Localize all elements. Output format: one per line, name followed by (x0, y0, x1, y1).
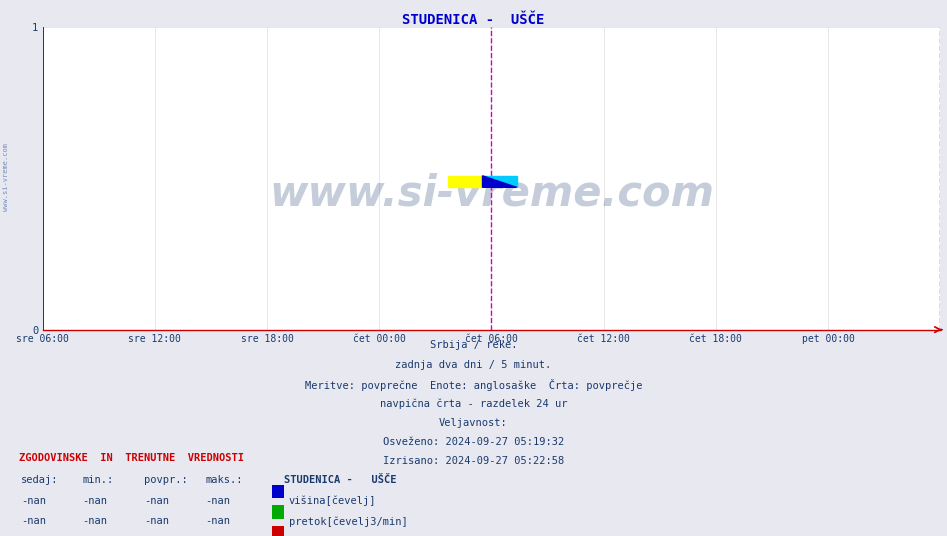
Bar (448, 176, 483, 187)
Text: ZGODOVINSKE  IN  TRENUTNE  VREDNOSTI: ZGODOVINSKE IN TRENUTNE VREDNOSTI (19, 453, 244, 463)
Text: Veljavnost:: Veljavnost: (439, 418, 508, 428)
Text: www.si-vreme.com: www.si-vreme.com (3, 143, 9, 211)
Text: -nan: -nan (205, 496, 230, 506)
Text: STUDENICA -  UŠČE: STUDENICA - UŠČE (402, 13, 545, 27)
Text: -nan: -nan (82, 516, 107, 526)
Text: pretok[čevelj3/min]: pretok[čevelj3/min] (289, 516, 407, 527)
Polygon shape (483, 176, 517, 187)
Text: -nan: -nan (205, 516, 230, 526)
Text: min.:: min.: (82, 475, 114, 486)
Text: -nan: -nan (144, 496, 169, 506)
Text: zadnja dva dni / 5 minut.: zadnja dva dni / 5 minut. (396, 360, 551, 370)
Text: navpična črta - razdelek 24 ur: navpična črta - razdelek 24 ur (380, 398, 567, 409)
Text: Osveženo: 2024-09-27 05:19:32: Osveženo: 2024-09-27 05:19:32 (383, 437, 564, 447)
Text: povpr.:: povpr.: (144, 475, 188, 486)
Polygon shape (483, 176, 517, 187)
Text: višina[čevelj]: višina[čevelj] (289, 496, 376, 507)
Text: -nan: -nan (144, 516, 169, 526)
Text: Izrisano: 2024-09-27 05:22:58: Izrisano: 2024-09-27 05:22:58 (383, 456, 564, 466)
Text: -nan: -nan (21, 516, 45, 526)
Text: www.si-vreme.com: www.si-vreme.com (269, 173, 714, 214)
Text: maks.:: maks.: (205, 475, 243, 486)
Text: sedaj:: sedaj: (21, 475, 59, 486)
Text: Srbija / reke.: Srbija / reke. (430, 340, 517, 351)
Text: Meritve: povprečne  Enote: anglosaške  Črta: povprečje: Meritve: povprečne Enote: anglosaške Črt… (305, 379, 642, 391)
Text: -nan: -nan (21, 496, 45, 506)
Text: -nan: -nan (82, 496, 107, 506)
Text: STUDENICA -   UŠČE: STUDENICA - UŠČE (284, 475, 397, 486)
